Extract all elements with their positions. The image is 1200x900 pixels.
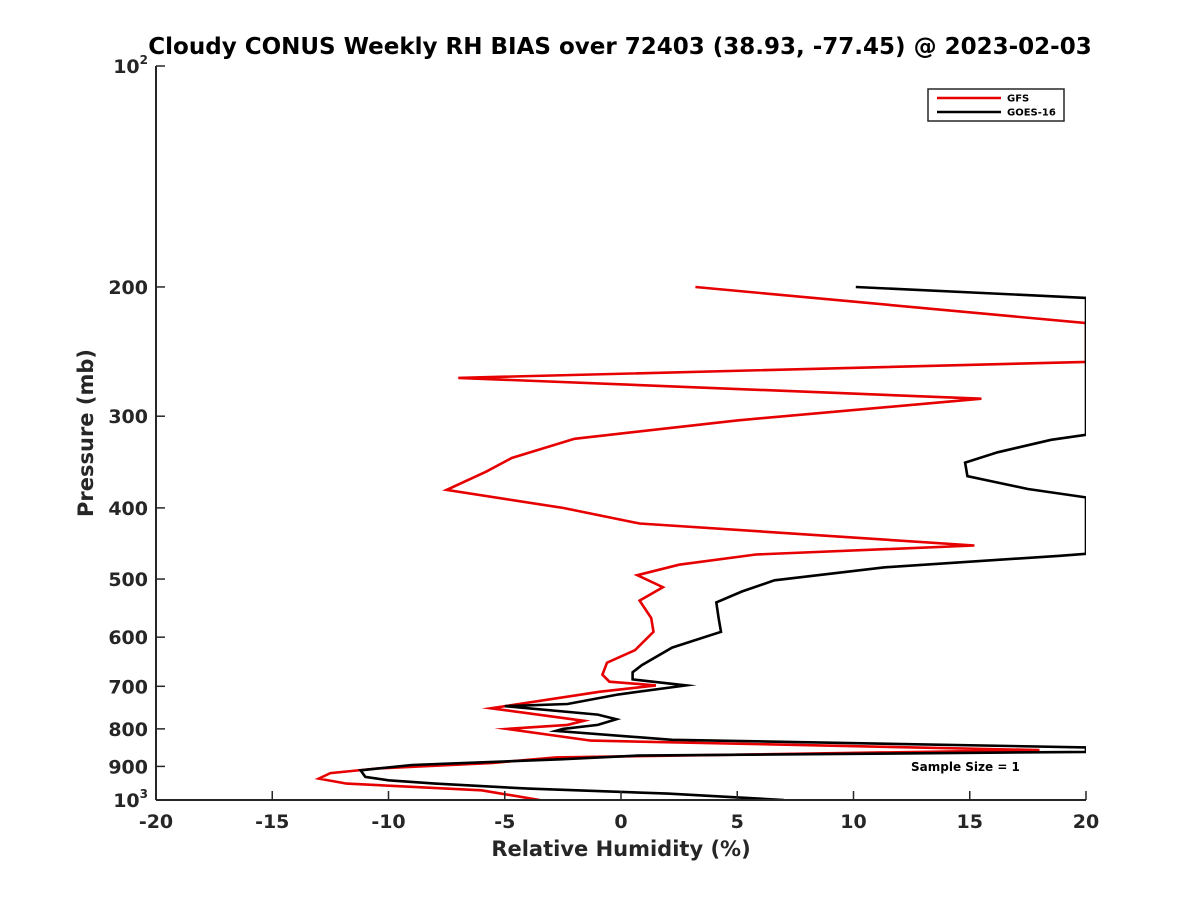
legend-label-gfs: GFS [1007, 94, 1029, 105]
y-tick-label: 103 [113, 787, 148, 812]
x-tick-label: -5 [494, 811, 515, 833]
x-axis-ticks: -20 -15 -10 -5 0 5 10 15 20 [139, 791, 1099, 833]
sample-size-annotation: Sample Size = 1 [911, 760, 1020, 774]
x-tick-label: 10 [840, 811, 866, 833]
y-axis-label: Pressure (mb) [74, 349, 98, 517]
y-tick-label: 900 [108, 756, 148, 778]
y-tick-label-base: 800 [108, 719, 148, 741]
y-tick-label-base: 900 [108, 756, 148, 778]
y-tick-label-base: 400 [108, 498, 148, 520]
x-tick-label: -15 [255, 811, 289, 833]
y-tick-label: 300 [108, 406, 148, 428]
legend-box [927, 88, 1065, 122]
y-tick-label: 400 [108, 498, 148, 520]
y-tick-label-base: 200 [108, 277, 148, 299]
y-tick-label-exponent: 3 [140, 787, 148, 801]
y-tick-label: 600 [108, 627, 148, 649]
y-tick-label: 700 [108, 676, 148, 698]
legend-label-goes-16: GOES-16 [1007, 108, 1056, 119]
y-tick-label-base: 600 [108, 627, 148, 649]
x-axis-label: Relative Humidity (%) [491, 837, 750, 861]
series-layer [314, 285, 1086, 800]
y-tick-label: 200 [108, 277, 148, 299]
legend-items: GFS GOES-16 [937, 94, 1056, 119]
y-tick-label-base: 10 [113, 56, 139, 78]
y-tick-label-base: 300 [108, 406, 148, 428]
y-tick-label-base: 10 [113, 790, 139, 812]
x-tick-label: 15 [957, 811, 983, 833]
x-tick-label: 5 [731, 811, 744, 833]
y-tick-label-base: 700 [108, 676, 148, 698]
y-tick-label: 800 [108, 719, 148, 741]
x-tick-label: 20 [1073, 811, 1099, 833]
legend: GFS GOES-16 [927, 88, 1065, 122]
series-line-goes-16 [358, 285, 1086, 800]
chart-title: Cloudy CONUS Weekly RH BIAS over 72403 (… [148, 34, 1091, 60]
x-tick-label: 0 [614, 811, 627, 833]
x-tick-label: -20 [139, 811, 173, 833]
y-tick-label-base: 500 [108, 569, 148, 591]
plot-area: -20 -15 -10 -5 0 5 10 15 20 10220030040050060070… [108, 53, 1099, 833]
x-tick-label: -10 [371, 811, 405, 833]
y-tick-label-exponent: 2 [140, 53, 148, 67]
y-tick-label: 102 [113, 53, 148, 78]
y-tick-label: 500 [108, 569, 148, 591]
